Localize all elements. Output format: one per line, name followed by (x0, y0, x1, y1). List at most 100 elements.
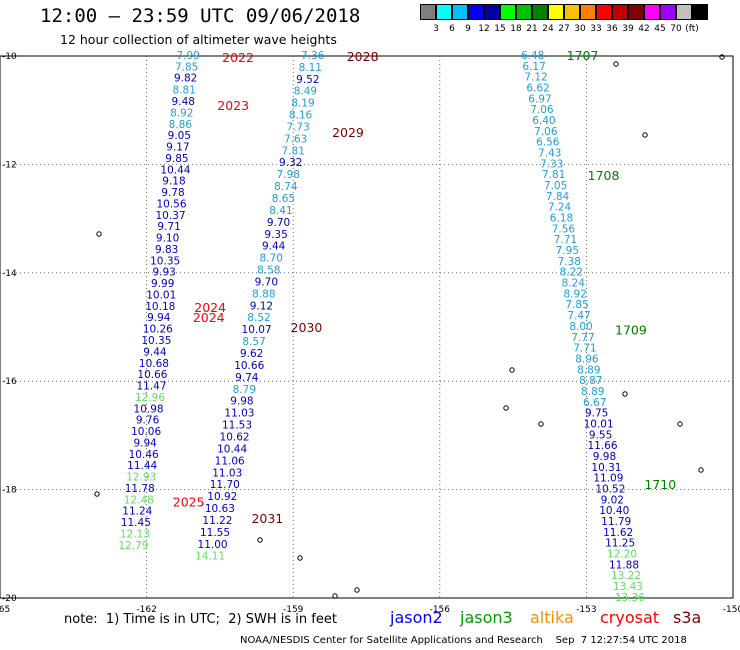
wave-height-value: 9.70 (255, 276, 278, 288)
scale-swatch (612, 4, 628, 20)
island-outline (354, 587, 360, 593)
wave-height-value: 9.75 (585, 408, 608, 420)
wave-height-value: 7.06 (530, 104, 554, 116)
wave-height-value: 7.73 (286, 121, 309, 133)
scale-label: 39 (622, 24, 634, 34)
wave-height-value: 9.98 (593, 451, 616, 463)
scale-swatch (468, 4, 484, 20)
scale-swatch (564, 4, 580, 20)
wave-height-value: 9.94 (133, 437, 157, 449)
wave-height-value: 11.79 (601, 516, 631, 528)
wave-height-value: 9.18 (162, 176, 185, 188)
wave-height-value: 7.77 (571, 332, 594, 344)
pass-time-label: 2031 (251, 511, 283, 526)
wave-height-value: 8.89 (581, 386, 604, 398)
wave-height-value: 8.87 (579, 375, 602, 387)
wave-height-value: 10.68 (139, 358, 169, 370)
wave-height-value: 9.32 (279, 157, 302, 169)
wave-height-value: 8.24 (562, 278, 586, 290)
wave-height-value: 10.18 (145, 301, 175, 313)
wave-height-value: 11.88 (609, 559, 639, 571)
pass-time-label: 2022 (222, 50, 254, 65)
wave-height-value: 6.40 (532, 115, 555, 127)
wave-height-value: 8.89 (577, 364, 600, 376)
pass-time-label: 1708 (588, 168, 620, 183)
wave-height-value: 11.66 (587, 440, 617, 452)
legend-s3a-label: s3a (673, 608, 702, 627)
wave-height-value: 8.00 (569, 321, 592, 333)
x-tick-label: -159 (283, 605, 304, 615)
wave-height-value: 6.48 (521, 50, 544, 62)
wave-height-value: 11.45 (121, 517, 151, 529)
scale-swatch (676, 4, 692, 20)
wave-height-value: 6.62 (526, 82, 549, 94)
wave-height-value: 10.66 (137, 369, 167, 381)
wave-height-value: 9.17 (166, 142, 189, 154)
wave-height-value: 11.44 (127, 460, 157, 472)
legend-jason2-label: jason2 (390, 608, 443, 627)
wave-height-value: 10.31 (591, 462, 621, 474)
wave-height-value: 7.81 (282, 145, 305, 157)
scale-swatch (452, 4, 468, 20)
wave-height-value: 10.40 (599, 505, 629, 517)
island-outline (642, 132, 648, 138)
wave-height-value: 10.35 (141, 335, 171, 347)
pass-time-label: 2024 (194, 300, 226, 315)
wave-height-value: 9.10 (156, 233, 179, 245)
wave-height-value: 8.86 (169, 119, 193, 131)
wave-height-value: 7.85 (565, 299, 588, 311)
scale-label: 70 (670, 24, 682, 34)
pass-time-label: 2025 (173, 495, 205, 510)
wave-height-value: 10.44 (217, 443, 247, 455)
wave-height-value: 11.55 (200, 527, 230, 539)
wave-height-value: 6.67 (583, 397, 606, 409)
wave-height-value: 13.22 (611, 570, 641, 582)
scale-label: 30 (574, 24, 586, 34)
wave-height-value: 8.41 (269, 205, 292, 217)
wave-height-value: 9.78 (161, 187, 184, 199)
wave-height-value: 12.79 (118, 540, 148, 552)
wave-height-value: 8.52 (247, 312, 270, 324)
pass-time-label: 1710 (644, 477, 676, 492)
wave-height-value: 11.06 (215, 455, 245, 467)
wave-height-value: 8.96 (575, 353, 599, 365)
wave-height-value: 7.98 (277, 169, 300, 181)
wave-height-value: 9.71 (157, 221, 180, 233)
wave-height-value: 8.88 (252, 288, 275, 300)
wave-height-value: 9.85 (165, 153, 188, 165)
scale-label: 33 (590, 24, 602, 34)
wave-height-value: 9.55 (589, 429, 612, 441)
x-tick-label: -153 (576, 605, 596, 615)
wave-height-value: 9.98 (230, 396, 253, 408)
wave-height-value: 7.47 (567, 310, 590, 322)
legend-s3a: s3a (673, 608, 701, 627)
scale-swatch (692, 4, 708, 20)
wave-height-value: 10.66 (234, 360, 264, 372)
scale-label: 45 (654, 24, 666, 34)
wave-height-value: 9.05 (168, 130, 191, 142)
wave-height-value: 14.11 (195, 551, 225, 563)
wave-height-value: 6.17 (522, 61, 545, 73)
scale-swatch (644, 4, 660, 20)
scale-label: 42 (638, 24, 650, 34)
wave-height-value: 7.33 (540, 158, 563, 170)
wave-height-value: 9.62 (240, 348, 263, 360)
wave-height-value: 7.24 (548, 202, 572, 214)
wave-height-value: 7.85 (175, 61, 198, 73)
map-title: 12:00 – 23:59 UTC 09/06/2018 (40, 5, 361, 27)
scale-unit: (ft) (685, 24, 699, 34)
island-outline (698, 467, 704, 473)
scale-swatch (596, 4, 612, 20)
legend-jason3-label: jason3 (460, 608, 513, 627)
scale-swatch (500, 4, 516, 20)
scale-swatch (516, 4, 532, 20)
x-tick-label: -162 (136, 605, 156, 615)
wave-height-value: 9.35 (264, 229, 287, 241)
scale-label: 24 (542, 24, 554, 34)
wave-height-value: 10.37 (156, 210, 186, 222)
wave-height-value: 9.48 (172, 96, 195, 108)
legend-cryosat-label: cryosat (600, 608, 660, 627)
wave-height-value: 9.74 (235, 372, 259, 384)
wave-height-value: 11.47 (136, 381, 166, 393)
island-outline (96, 231, 102, 237)
